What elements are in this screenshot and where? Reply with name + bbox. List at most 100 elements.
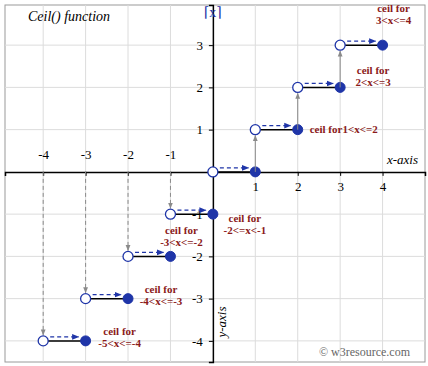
guide-arrow	[255, 136, 256, 172]
y-tick-mark	[209, 341, 213, 342]
grid-line-x	[170, 5, 171, 362]
y-axis-title: y-axis	[214, 306, 229, 339]
y-symbol: ⌈x⌉	[204, 5, 222, 20]
x-tick-label: 3	[337, 179, 344, 194]
step-arrow	[305, 83, 333, 84]
annotation: 3<x<=4	[376, 14, 412, 26]
closed-point	[165, 251, 175, 261]
y-tick-label: 2	[196, 80, 203, 95]
y-tick: 3	[196, 38, 213, 53]
grid-line-y	[5, 298, 425, 299]
x-tick-label: -4	[38, 147, 49, 162]
y-tick-mark	[209, 45, 213, 46]
chart: -4-3-2-11234-4-3-2-1123ceil for-5<x<=-4c…	[0, 0, 428, 366]
grid-line-x	[43, 5, 44, 362]
grid-line-y	[5, 340, 425, 341]
closed-point	[208, 209, 218, 219]
y-tick-mark	[209, 299, 213, 300]
watermark: © w3resource.com	[319, 345, 411, 359]
step-segment	[213, 171, 255, 173]
x-tick: 4	[380, 172, 387, 194]
step-segment	[86, 298, 128, 300]
open-point	[335, 40, 345, 50]
grid-line-y	[5, 256, 425, 257]
x-tick-label: -1	[166, 147, 177, 162]
grid-line-y	[5, 45, 425, 46]
x-tick: -1	[166, 147, 177, 176]
closed-point	[378, 40, 388, 50]
x-tick-label: 1	[253, 179, 260, 194]
y-tick: -4	[192, 334, 213, 349]
step-segment	[298, 87, 340, 89]
x-tick-label: 4	[380, 179, 387, 194]
title: Ceil() function	[28, 9, 110, 25]
guide-arrow	[297, 93, 298, 129]
open-point	[165, 209, 175, 219]
step-segment	[255, 129, 297, 131]
y-tick: 1	[196, 122, 213, 137]
step-segment	[128, 256, 170, 258]
y-tick-label: -4	[192, 334, 203, 349]
x-tick: 3	[337, 172, 344, 194]
y-tick-mark	[209, 87, 213, 88]
guide-arrow	[340, 51, 341, 87]
step-arrow	[135, 252, 163, 253]
y-tick: -2	[192, 249, 213, 264]
x-tick-mark	[298, 172, 299, 176]
step-arrow	[50, 336, 78, 337]
step-arrow	[177, 210, 205, 211]
x-axis: -4 -3 -2 -1 1 2 3 4	[6, 147, 426, 194]
annotation: ceil for	[103, 325, 136, 337]
y-axis-line	[209, 6, 214, 363]
y-tick-label: 3	[196, 38, 203, 53]
guide-arrow	[85, 172, 86, 293]
x-tick-label: -2	[123, 147, 134, 162]
x-tick-mark	[383, 172, 384, 176]
step-arrow	[93, 294, 121, 295]
open-point	[123, 251, 133, 261]
step-segment	[170, 213, 212, 215]
x-tick-label: -3	[81, 147, 92, 162]
x-axis-title: x-axis	[386, 152, 418, 167]
annotation: 2<x<=3	[355, 76, 391, 88]
grid-line-x	[85, 5, 86, 362]
annotations: ceil for-5<x<=-4ceil for-4<x<=-3ceil for…	[98, 2, 411, 349]
annotation: -5<x<=-4	[98, 337, 141, 349]
annotation: ceil for	[377, 2, 410, 14]
x-tick: -4	[38, 147, 49, 176]
step-arrow	[262, 125, 290, 126]
step-arrow	[347, 41, 375, 42]
x-tick: 2	[295, 172, 302, 194]
step-segment	[43, 340, 85, 342]
guide-arrow	[43, 172, 44, 335]
annotation: -4<x<=-3	[140, 295, 183, 307]
closed-point	[81, 336, 91, 346]
annotation: -3<x<=-2	[160, 236, 203, 248]
open-point	[208, 167, 218, 177]
annotation: ceil for1<x<=2	[310, 123, 378, 135]
annotation: -2<=x<-1	[224, 224, 267, 236]
y-tick-label: -3	[192, 291, 203, 306]
y-tick: 2	[196, 80, 213, 95]
y-tick-mark	[209, 130, 213, 131]
guide-arrow	[170, 172, 171, 208]
plot-area	[38, 40, 387, 346]
plot-frame	[5, 5, 425, 362]
annotation: ceil for	[165, 224, 198, 236]
closed-point	[123, 294, 133, 304]
annotation: ceil for	[145, 283, 178, 295]
x-tick: -3	[81, 147, 92, 176]
grid-line-x	[128, 5, 129, 362]
open-point	[293, 82, 303, 92]
y-tick-mark	[209, 256, 213, 257]
step-segment	[340, 44, 382, 46]
y-tick: -3	[192, 291, 213, 306]
x-tick: -2	[123, 147, 134, 176]
step-arrow	[220, 167, 248, 168]
x-tick-mark	[340, 172, 341, 176]
open-point	[250, 125, 260, 135]
grid	[5, 5, 425, 362]
y-tick-label: -2	[192, 249, 203, 264]
guide-arrow	[128, 172, 129, 250]
x-tick-label: 2	[295, 179, 302, 194]
